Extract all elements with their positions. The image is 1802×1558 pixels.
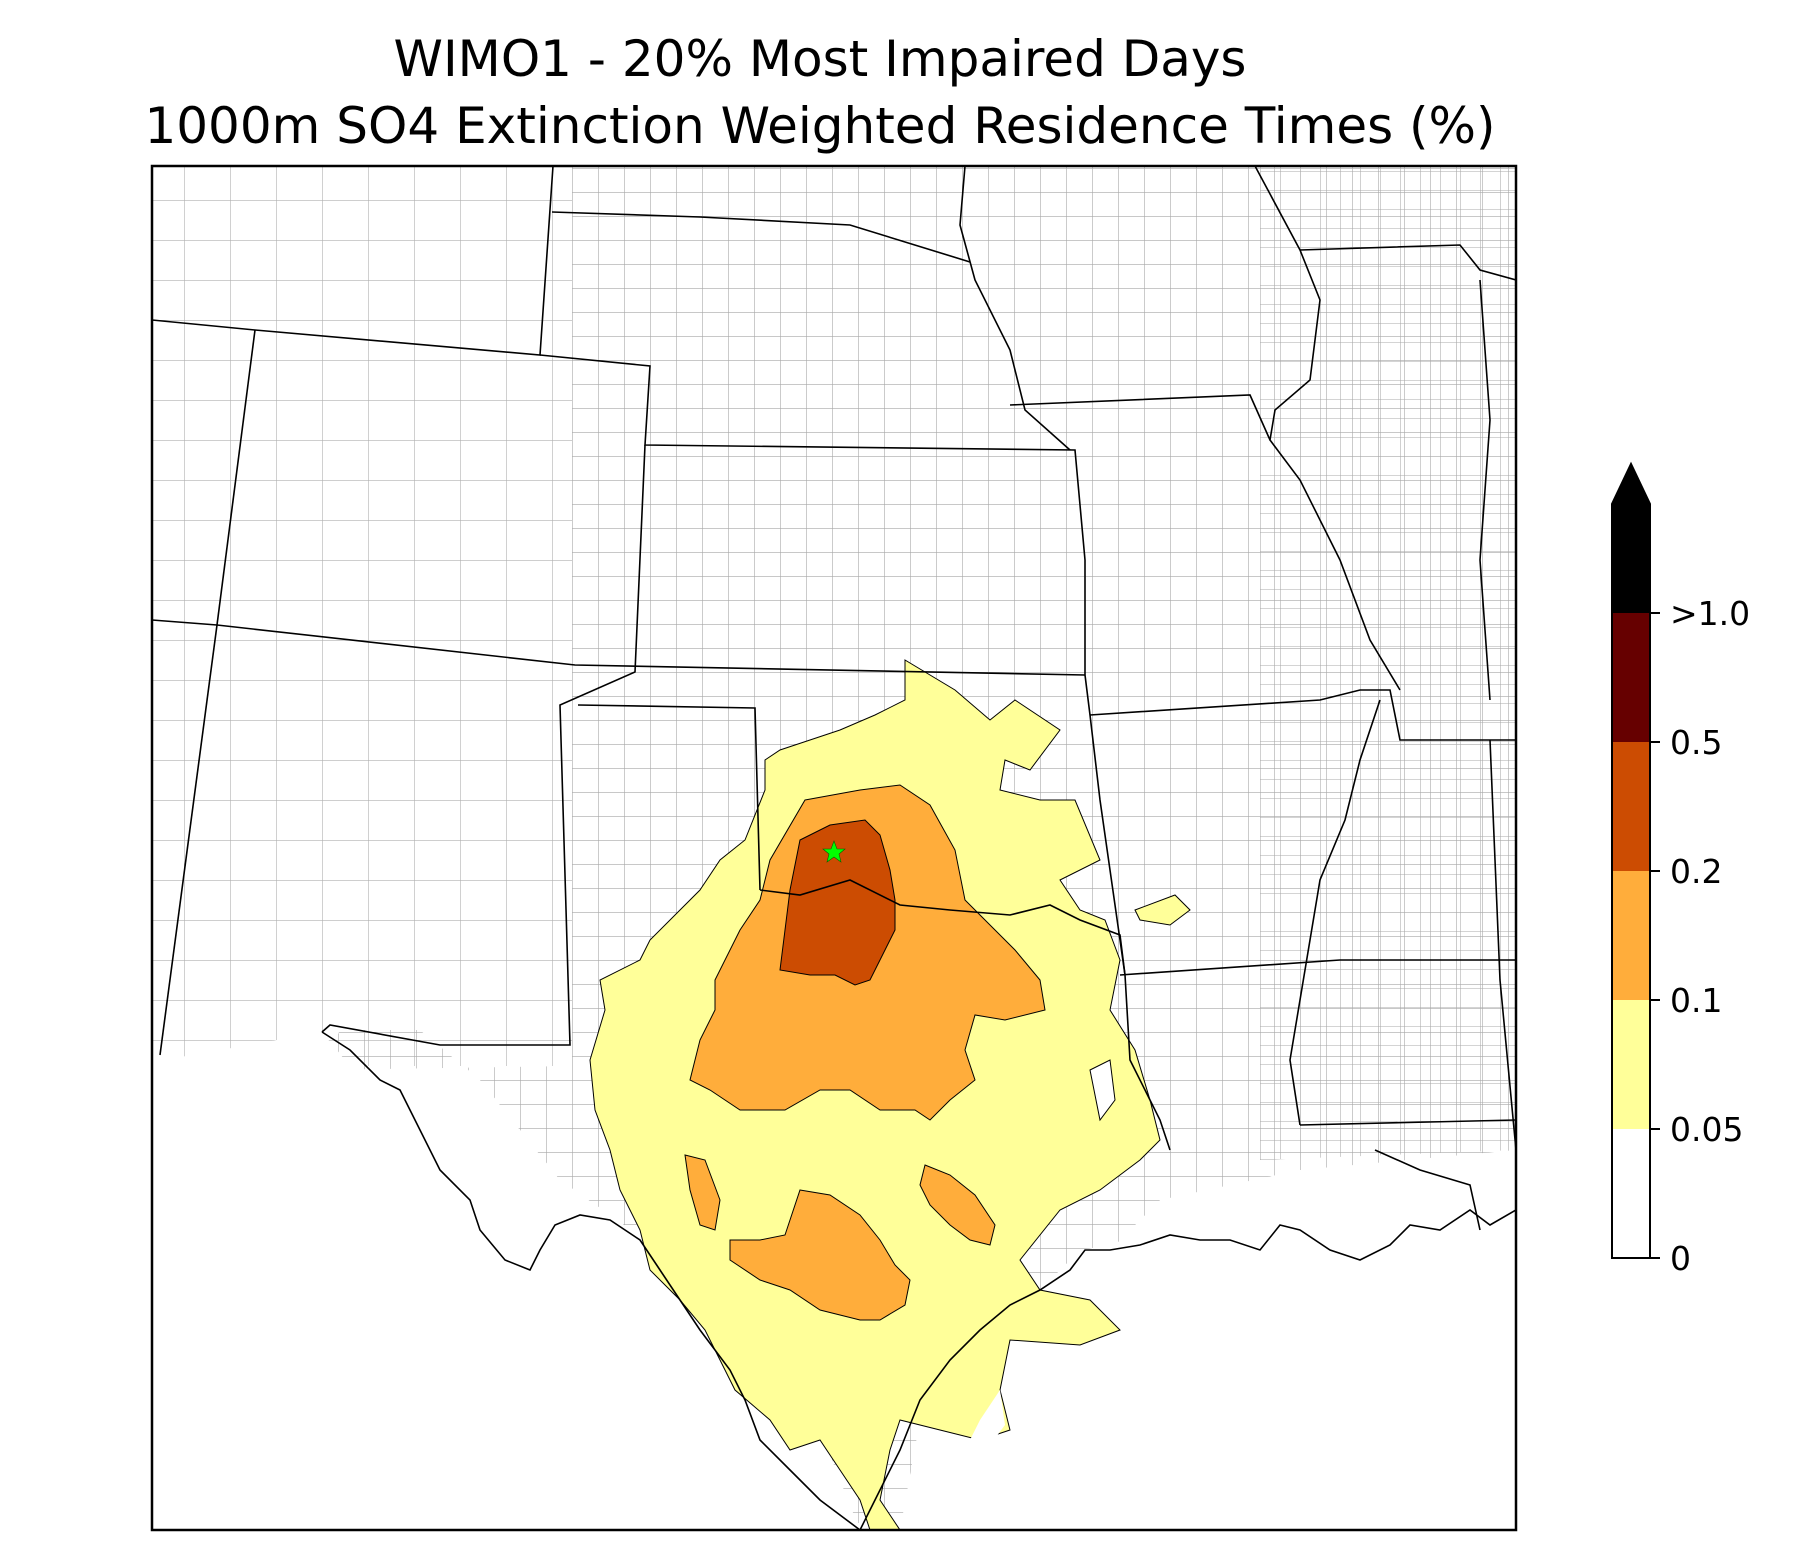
colorbar-tick-label: 0.05	[1670, 1110, 1743, 1149]
map-frame	[150, 164, 1518, 1532]
state-boundaries	[152, 166, 1516, 1231]
mexico	[152, 1032, 860, 1530]
colorbar-bin	[1612, 1000, 1650, 1129]
colorbar: 0 0.05 0.1 0.2 0.5 >1.0	[1611, 461, 1750, 1278]
colorbar-tick-label: 0.1	[1670, 981, 1722, 1020]
colorbar-bin	[1612, 871, 1650, 1000]
colorbar-tick-label: 0.5	[1670, 723, 1722, 762]
map-title-line2: 1000m SO4 Extinction Weighted Residence …	[144, 97, 1496, 155]
colorbar-tick-label: 0	[1670, 1239, 1691, 1278]
map-title-line1: WIMO1 - 20% Most Impaired Days	[393, 30, 1247, 88]
coastline	[321, 1031, 1516, 1530]
colorbar-bin	[1612, 613, 1650, 742]
colorbar-bin	[1612, 742, 1650, 871]
colorbar-bin	[1612, 1129, 1650, 1258]
colorbar-outline	[1611, 461, 1651, 1259]
contour-0.2-0.5	[779, 819, 896, 986]
colorbar-tick-label: 0.2	[1670, 852, 1722, 891]
site-marker	[822, 840, 846, 863]
green-star-icon	[822, 840, 846, 863]
colorbar-extend-arrow	[1612, 464, 1650, 613]
map-panel	[152, 166, 1516, 1530]
colorbar-tick-label: >1.0	[1670, 594, 1750, 633]
